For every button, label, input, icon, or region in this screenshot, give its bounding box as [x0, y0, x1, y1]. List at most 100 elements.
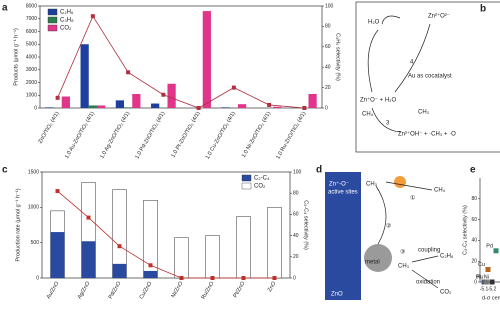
y2-axis-label: C₂H₆ selectivity (%)	[335, 33, 341, 81]
label: oxidation	[416, 280, 440, 286]
x-tick-label: Ni/ZnO	[171, 280, 185, 299]
bar	[50, 232, 65, 278]
x-tick-label: Cu/ZnO	[139, 280, 154, 300]
label: Zn⁺O⁻ + H₂O	[360, 97, 397, 104]
label: H₂O	[368, 20, 380, 26]
point	[489, 279, 495, 285]
label: CH₄	[434, 188, 446, 194]
y-tick-label: 20	[471, 259, 477, 265]
y2-tick-label: 80	[325, 24, 331, 30]
x-tick-label: Ru/ZnO	[201, 280, 216, 300]
line-marker	[267, 102, 272, 107]
y2-tick-label: 100	[293, 169, 302, 175]
x-tick-label: 1.0 Ni-ZnO/TiO₂ (4/1)	[241, 111, 272, 159]
x-tick-label: -5.1	[480, 286, 489, 292]
arrow	[394, 23, 431, 93]
label: ③	[400, 249, 405, 256]
point-label: Ru	[476, 274, 483, 280]
bar	[236, 216, 251, 279]
bar	[112, 263, 127, 278]
legend-label: C₂H₆	[60, 10, 74, 16]
label: CH₄	[362, 112, 374, 118]
line-marker	[210, 276, 215, 280]
label: C₂H₆	[440, 254, 454, 260]
label: Zn²⁺O²⁻	[428, 13, 450, 20]
line-marker	[196, 106, 201, 110]
line-marker	[117, 244, 122, 249]
y2-tick-label: 0	[293, 275, 296, 281]
point-label: Ni	[484, 274, 489, 280]
bar	[308, 93, 317, 108]
label: ②	[386, 223, 391, 230]
line-marker	[86, 215, 91, 220]
frame	[355, 1, 500, 153]
arrow	[381, 15, 401, 25]
x-tick-label: 1.0 Au-ZnO/TiO₂ (4/1)	[64, 111, 96, 160]
label: Zn²⁺OH⁻ + ·CH₃ + ·O	[398, 131, 456, 138]
label: Zn⁺-O⁻	[329, 181, 349, 188]
y2-tick-label: 20	[293, 254, 299, 260]
y-tick-label: 7000	[26, 16, 37, 22]
zno-block	[325, 172, 361, 300]
bar	[237, 104, 247, 108]
x-tick-label: Au/ZnO	[46, 280, 61, 300]
bar	[202, 11, 211, 109]
diagram-b: H₂O Zn²⁺O²⁻ 4 Au as cocatalyst Zn⁺O⁻ + H…	[355, 1, 500, 153]
point-label: Pt	[476, 274, 482, 280]
y-tick-label: 1500	[28, 169, 39, 175]
y2-tick-label: 60	[293, 212, 299, 218]
line-marker	[161, 92, 166, 97]
label: CH₃	[398, 264, 410, 270]
x-tick-label: 1.0 Pd-ZnO/TiO₂ (4/1)	[134, 111, 166, 161]
x-tick-label: 1.0 Ru-ZnO/TiO₂ (4/1)	[275, 111, 307, 161]
point-label: Pd	[486, 243, 493, 249]
bar	[61, 96, 70, 108]
line-marker	[55, 95, 60, 100]
bar	[273, 106, 282, 108]
bar	[124, 107, 133, 108]
x-tick-label: 1.0 Pt-ZnO/TiO₂ (4/1)	[170, 111, 201, 159]
y-tick-label: 6000	[26, 29, 37, 35]
label: active sites	[328, 190, 358, 196]
bar	[143, 270, 158, 278]
label: CO₂	[440, 290, 452, 296]
y-axis-label: C₂-C₄ selectivity (%)	[462, 205, 468, 255]
line-marker	[126, 70, 131, 75]
x-axis-label: d-σ center (e	[482, 295, 500, 301]
y2-tick-label: 20	[325, 85, 331, 91]
y-tick-label: 4000	[26, 54, 37, 60]
bar	[88, 105, 97, 108]
panel-label: e	[470, 165, 476, 176]
x-tick-label: 1.0 Ag-ZnO/TiO₂ (4/1)	[99, 111, 131, 160]
legend-swatch	[47, 16, 58, 24]
label: metal	[365, 260, 380, 266]
bar	[205, 235, 220, 279]
bar	[151, 103, 160, 108]
panel-label: d	[316, 165, 322, 176]
x-tick-label: ZnO	[267, 280, 278, 293]
bar	[80, 44, 89, 108]
label: CH₃	[418, 110, 430, 116]
y-tick-label: 1000	[26, 93, 37, 99]
y-tick-label: 1000	[28, 205, 39, 211]
y2-tick-label: 0	[325, 105, 328, 111]
metal-particle	[364, 244, 392, 272]
y-axis-label: Production rate (μmol g⁻¹ h⁻¹)	[15, 188, 21, 261]
bar	[167, 83, 176, 108]
bar	[267, 207, 282, 279]
bar	[174, 237, 189, 279]
y-axis-label: Products (μmol g⁻¹ h⁻¹)	[13, 28, 19, 86]
x-tick-label: Pt/ZnO	[233, 280, 247, 299]
panel-label: a	[2, 3, 8, 14]
axis-frame	[41, 171, 291, 279]
legend-swatch	[47, 24, 58, 32]
y-tick-label: 0	[34, 105, 37, 111]
line-marker	[231, 85, 236, 90]
x-tick-label: -5.2	[488, 286, 497, 292]
selectivity-line	[57, 190, 275, 279]
y-tick-label: 8000	[26, 3, 37, 9]
bar	[45, 107, 54, 108]
y-tick-label: 80	[471, 196, 477, 202]
label: Au as cocatalyst	[408, 74, 452, 80]
line-marker	[55, 189, 60, 194]
